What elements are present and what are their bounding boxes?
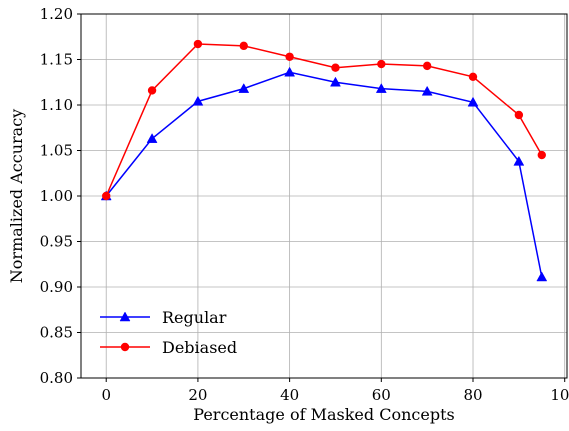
y-tick-label: 1.00 xyxy=(40,187,73,205)
x-axis-label: Percentage of Masked Concepts xyxy=(193,405,454,424)
x-tick-label: 20 xyxy=(188,386,207,404)
y-axis-label: Normalized Accuracy xyxy=(7,109,26,283)
y-tick-label: 0.90 xyxy=(40,278,73,296)
y-tick-label: 1.15 xyxy=(40,51,73,69)
data-point-regular xyxy=(375,83,387,93)
data-point-debiased xyxy=(285,52,294,61)
data-point-debiased xyxy=(468,72,478,81)
x-tick-label: 80 xyxy=(463,386,482,404)
data-point-debiased xyxy=(514,110,524,120)
data-point-debiased xyxy=(193,39,203,49)
grid xyxy=(81,13,567,379)
series-layer xyxy=(100,39,548,282)
legend-marker-debiased xyxy=(120,342,130,352)
data-point-regular xyxy=(284,66,296,77)
y-tick-label: 1.10 xyxy=(40,96,73,114)
data-point-debiased xyxy=(331,63,340,72)
x-tick-label: 100 xyxy=(550,386,569,404)
series-line-debiased xyxy=(105,43,543,197)
data-point-regular xyxy=(330,76,341,87)
data-point-regular xyxy=(513,155,525,166)
data-point-debiased xyxy=(147,86,157,95)
data-point-debiased xyxy=(377,59,386,69)
legend: Regular Debiased xyxy=(100,308,237,357)
y-tick-label: 0.80 xyxy=(40,369,73,387)
series-regular xyxy=(100,66,548,282)
y-tick-label: 0.95 xyxy=(40,233,73,251)
data-point-regular xyxy=(421,85,433,96)
series-debiased xyxy=(102,39,546,201)
x-tick-label: 40 xyxy=(280,386,299,404)
legend-marker-regular xyxy=(119,311,131,322)
legend-label-regular: Regular xyxy=(162,308,227,327)
data-point-debiased xyxy=(537,150,546,160)
y-tick-label: 0.85 xyxy=(40,324,73,342)
legend-label-debiased: Debiased xyxy=(162,338,237,357)
data-point-debiased xyxy=(102,191,111,201)
axis-ticks: 0 20 40 60 80 100 0.80 0.85 0.90 0.95 1.00 1.05 1.10… xyxy=(40,5,569,404)
x-tick-label: 60 xyxy=(372,386,391,404)
data-point-regular xyxy=(536,271,548,282)
data-point-regular xyxy=(146,133,158,143)
data-point-regular xyxy=(192,95,204,106)
data-point-regular xyxy=(467,96,479,107)
data-point-debiased xyxy=(239,41,248,51)
y-tick-label: 1.20 xyxy=(40,5,73,23)
x-tick-label: 0 xyxy=(101,386,111,404)
y-tick-label: 1.05 xyxy=(40,142,73,160)
data-point-regular xyxy=(238,83,250,93)
data-point-debiased xyxy=(422,61,432,71)
